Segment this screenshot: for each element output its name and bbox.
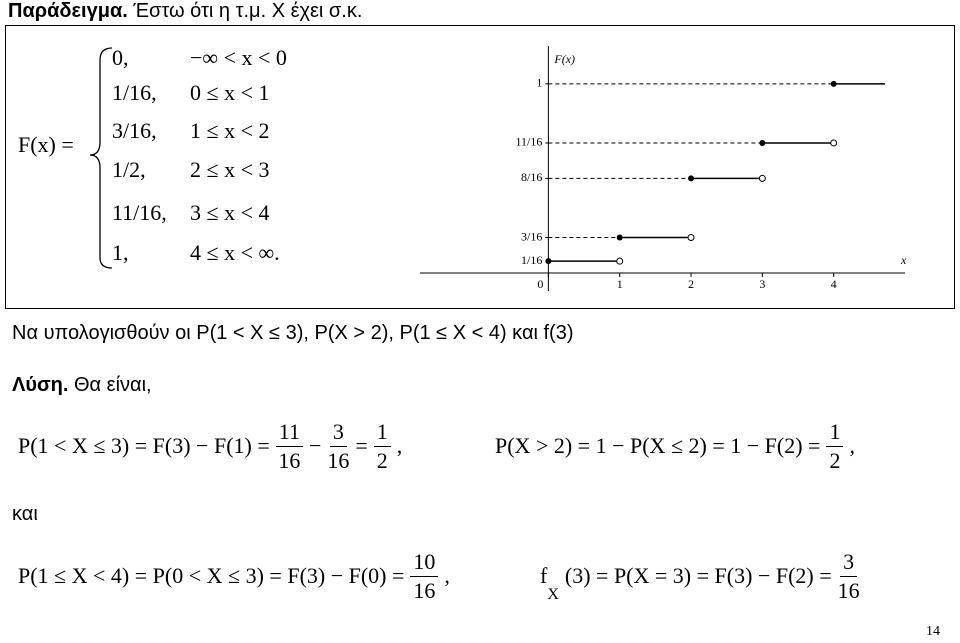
x-tick-label: 3	[759, 277, 765, 291]
math-text: f	[540, 563, 548, 588]
equation: P(X > 2) = 1 − P(X ≤ 2) = 1 − F(2) = 1 2,	[495, 418, 855, 474]
numerator: 10	[410, 548, 439, 577]
equation: f X (3) = P(X = 3) = F(3) − F(2) = 3 16	[540, 548, 860, 604]
brace	[89, 47, 113, 269]
closed-point	[688, 175, 695, 182]
math-text: P(1 < X ≤ 3) = F(3) − F(1) =	[18, 433, 270, 458]
math-text: P(1 ≤ X < 4) = P(0 < X ≤ 3) = F(3) − F(0…	[18, 563, 405, 588]
y-tick-label: 3/16	[521, 229, 542, 243]
open-point	[616, 257, 624, 265]
equation: P(1 < X ≤ 3) = F(3) − F(1) = 11 16−3 16 = 1 2,	[18, 418, 402, 474]
y-tick-label: 8/16	[521, 170, 542, 184]
denominator: 16	[837, 577, 860, 603]
open-point	[687, 234, 695, 242]
case-value: 0,	[112, 45, 129, 70]
math-text: (3) = P(X = 3) = F(3) − F(2) =	[564, 563, 832, 588]
case-value: 1,	[112, 240, 129, 265]
open-point	[758, 174, 766, 182]
equation: P(1 ≤ X < 4) = P(0 < X ≤ 3) = F(3) − F(0…	[18, 548, 450, 604]
closed-point	[545, 258, 552, 265]
page-number: 14	[926, 624, 940, 639]
numerator: 1	[373, 418, 391, 447]
solution-intro-text: Θα είναι,	[74, 374, 152, 396]
denominator: 2	[376, 447, 388, 473]
fraction: 3 16	[838, 548, 860, 604]
case-condition: 2 ≤ x < 3	[190, 157, 270, 182]
connector: και	[12, 503, 38, 525]
denominator: 2	[829, 447, 841, 473]
x-axis-label: x	[900, 253, 907, 267]
case-value: 1/2,	[112, 157, 146, 182]
header: Παράδειγμα. Έστω ότι η τ.μ. X έχει σ.κ.	[8, 0, 362, 23]
case-value: 1/16,	[112, 80, 157, 105]
case-value: 11/16,	[112, 200, 167, 225]
math-text: −	[308, 433, 322, 458]
x-tick-label: 1	[617, 277, 623, 291]
case-condition: 4 ≤ x < ∞.	[190, 240, 280, 265]
y-tick-label: 1/16	[521, 253, 542, 267]
y-tick-label: 1	[536, 76, 542, 90]
math-text: ,	[396, 433, 403, 458]
x-tick-label: 4	[831, 277, 837, 291]
example-box	[5, 25, 955, 309]
math-text: =	[355, 433, 368, 458]
math-text: ,	[444, 563, 450, 588]
numerator: 3	[329, 418, 347, 447]
question: Να υπολογισθούν οι P(1 < X ≤ 3), P(X > 2…	[12, 322, 574, 344]
closed-point	[616, 234, 623, 241]
case-condition: 1 ≤ x < 2	[190, 118, 270, 143]
fraction: 10 16	[410, 548, 439, 604]
subscript: X	[547, 586, 559, 603]
case-condition: 3 ≤ x < 4	[190, 200, 270, 225]
denominator: 16	[413, 577, 436, 603]
math-text: ,	[849, 433, 855, 458]
numerator: 11	[275, 418, 303, 447]
case-condition: −∞ < x < 0	[190, 45, 287, 70]
solution-label: Λύση.	[12, 374, 69, 396]
solution-intro: Λύση. Θα είναι,	[12, 374, 152, 397]
y-axis-label: F(x)	[553, 52, 575, 66]
closed-point	[830, 80, 837, 87]
fraction: 3 16	[327, 418, 349, 474]
figure: x F(x) 0 1 2 3 4 1/16 3/16 8/16 11/16 1	[89, 46, 907, 291]
x-tick-label: 2	[688, 277, 694, 291]
math-text: P(X > 2) = 1 − P(X ≤ 2) = 1 − F(2) =	[495, 433, 821, 458]
case-condition: 0 ≤ x < 1	[190, 80, 270, 105]
numerator: 3	[840, 548, 858, 577]
case-value: 3/16,	[112, 118, 157, 143]
closed-point	[759, 139, 766, 146]
y-tick-label: 11/16	[515, 135, 542, 149]
numerator: 1	[826, 418, 844, 447]
header-text: Έστω ότι η τ.μ. X έχει σ.κ.	[133, 0, 363, 22]
cdf-chart: x F(x) 0 1 2 3 4 1/16 3/16 8/16 11/16 1	[420, 46, 907, 291]
x-tick-label: 0	[537, 277, 543, 291]
denominator: 16	[327, 447, 350, 473]
header-label: Παράδειγμα.	[8, 0, 128, 22]
definition-lhs: F(x) =	[18, 132, 74, 157]
fraction: 11 16	[275, 418, 303, 474]
open-point	[830, 139, 838, 147]
denominator: 16	[278, 447, 301, 473]
